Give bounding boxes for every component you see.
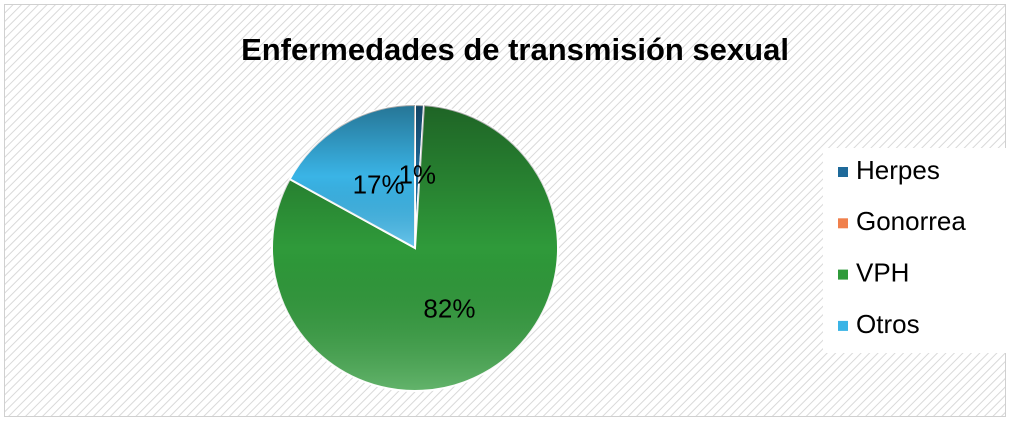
legend: Herpes Gonorrea VPH Otros xyxy=(838,155,966,339)
legend-label: Gonorrea xyxy=(856,206,966,236)
legend-label: Herpes xyxy=(856,155,940,185)
data-label: 82% xyxy=(423,294,475,324)
chart-title: Enfermedades de transmisión sexual xyxy=(241,32,789,67)
legend-marker xyxy=(838,167,848,177)
pie: 1% 82% 17% xyxy=(271,103,559,392)
data-label: 1% xyxy=(398,159,436,189)
legend-label: Otros xyxy=(856,309,920,339)
legend-marker xyxy=(838,269,848,280)
legend-marker xyxy=(838,218,848,229)
legend-marker xyxy=(838,320,848,331)
legend-label: VPH xyxy=(856,257,909,287)
legend-box xyxy=(823,148,1006,353)
data-label: 17% xyxy=(353,169,405,199)
